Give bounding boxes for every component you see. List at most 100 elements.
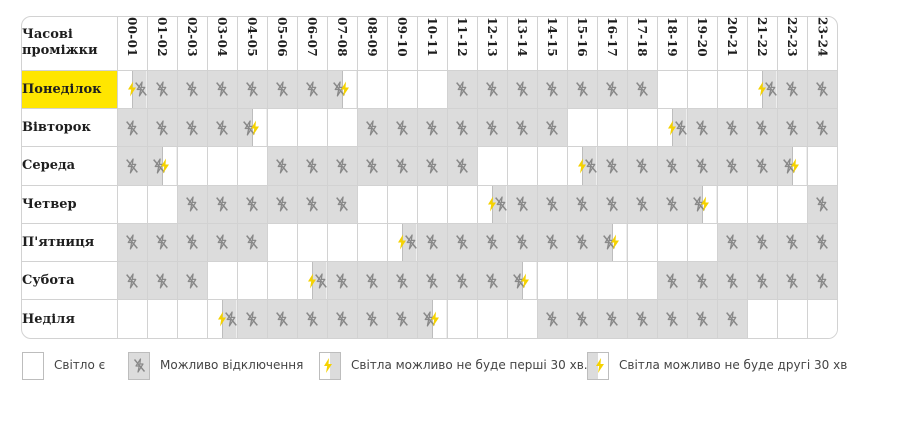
hour-label: 20-21	[725, 17, 739, 57]
power-off-icon	[585, 158, 598, 174]
slot-possible-outage	[566, 184, 598, 224]
power-off-icon	[516, 196, 528, 212]
slot-possible-outage	[116, 222, 148, 263]
slot-possible-outage	[776, 222, 808, 263]
hour-header: 23-24	[806, 17, 837, 71]
power-off-icon	[216, 196, 228, 212]
power-off-icon	[486, 120, 498, 136]
hour-label: 12-13	[485, 17, 499, 57]
slot-power-on	[236, 260, 268, 301]
slot-possible-outage	[326, 184, 358, 224]
power-off-icon	[696, 120, 708, 136]
power-off-icon	[696, 311, 708, 327]
slot-possible-outage	[536, 299, 568, 338]
power-off-icon	[306, 196, 318, 212]
slot-possible-outage	[386, 146, 418, 186]
slot-possible-outage	[146, 222, 178, 263]
slot-possible-outage	[656, 146, 688, 186]
hour-label: 01-02	[155, 17, 169, 57]
power-off-icon	[336, 196, 348, 212]
power-off-icon	[186, 234, 198, 250]
slot-possible-outage	[176, 184, 208, 224]
power-off-icon	[332, 81, 345, 98]
lightning-bolt-icon	[127, 81, 136, 97]
slot-possible-outage	[506, 69, 538, 110]
slot-possible-outage	[686, 146, 718, 186]
slot-power-on	[296, 108, 328, 148]
slot-power-on	[116, 184, 148, 224]
power-off-icon	[765, 81, 778, 98]
lightning-bolt-icon	[611, 234, 619, 250]
power-off-icon	[246, 311, 258, 327]
slot-possible-outage	[536, 222, 568, 263]
hour-label: 23-24	[815, 17, 830, 57]
slot-possible-outage	[686, 299, 718, 338]
slot-power-on	[146, 184, 178, 224]
slot-possible-outage	[176, 108, 208, 148]
power-off-icon	[546, 196, 558, 212]
slot-possible-outage	[176, 69, 208, 110]
slot-possible-outage	[446, 146, 478, 186]
hour-label: 03-04	[215, 17, 229, 57]
power-off-icon	[336, 311, 348, 327]
slot-possible-outage	[776, 69, 808, 110]
power-off-icon	[456, 234, 468, 250]
power-off-icon	[186, 81, 198, 98]
hour-header: 05-06	[266, 17, 298, 71]
hour-label: 22-23	[785, 17, 799, 57]
slot-possible-outage	[116, 260, 148, 301]
slot-power-on	[326, 222, 358, 263]
hour-header: 20-21	[716, 17, 748, 71]
power-off-icon	[276, 158, 288, 174]
power-off-icon	[666, 311, 678, 327]
power-off-icon	[786, 81, 798, 98]
power-off-icon	[816, 196, 829, 212]
slot-power-on	[386, 184, 418, 224]
slot-possible-outage	[596, 299, 628, 338]
lightning-bolt-icon	[577, 158, 586, 174]
power-off-icon	[816, 120, 829, 136]
power-off-icon	[366, 120, 378, 136]
hour-label: 09-10	[395, 17, 409, 57]
slot-power-on	[356, 222, 388, 263]
power-off-icon	[486, 273, 498, 289]
power-off-icon	[456, 120, 468, 136]
slot-possible-outage	[536, 108, 568, 148]
hour-header: 08-09	[356, 17, 388, 71]
power-off-icon	[546, 234, 558, 250]
power-off-icon	[726, 273, 738, 289]
power-off-icon	[786, 234, 798, 250]
power-off-icon	[456, 273, 468, 289]
power-off-icon	[246, 196, 258, 212]
lightning-bolt-icon	[521, 273, 529, 289]
day-row: Середа	[22, 146, 837, 186]
slot-possible-outage	[476, 69, 508, 110]
slot-possible-outage	[416, 146, 448, 186]
slot-possible-outage	[716, 146, 748, 186]
slot-outage-second-30	[146, 146, 178, 186]
slot-outage-second-30	[236, 108, 268, 148]
slot-possible-outage	[446, 108, 478, 148]
hour-label: 04-05	[245, 17, 259, 57]
hour-label: 10-11	[425, 17, 439, 57]
outage-schedule-table: Часові проміжки 00-01 01-02 02-03 03-04 04-05 0…	[22, 17, 837, 338]
slot-possible-outage	[206, 222, 238, 263]
hour-label: 15-16	[575, 17, 589, 57]
power-off-icon	[512, 273, 525, 289]
slot-possible-outage	[716, 299, 748, 338]
slot-outage-first-30	[116, 69, 148, 110]
power-off-icon	[546, 120, 558, 136]
power-off-icon	[396, 158, 408, 174]
slot-possible-outage	[656, 299, 688, 338]
power-off-icon	[546, 311, 558, 327]
slot-outage-first-30	[386, 222, 418, 263]
slot-outage-first-30	[476, 184, 508, 224]
hour-header: 06-07	[296, 17, 328, 71]
power-off-icon	[186, 120, 198, 136]
power-off-icon	[606, 196, 618, 212]
day-row: Неділя	[22, 299, 837, 338]
slot-possible-outage	[446, 260, 478, 301]
legend-label-second-30: Світла можливо не буде другі 30 хв	[619, 358, 848, 372]
slot-possible-outage	[626, 299, 658, 338]
slot-power-on	[716, 69, 748, 110]
